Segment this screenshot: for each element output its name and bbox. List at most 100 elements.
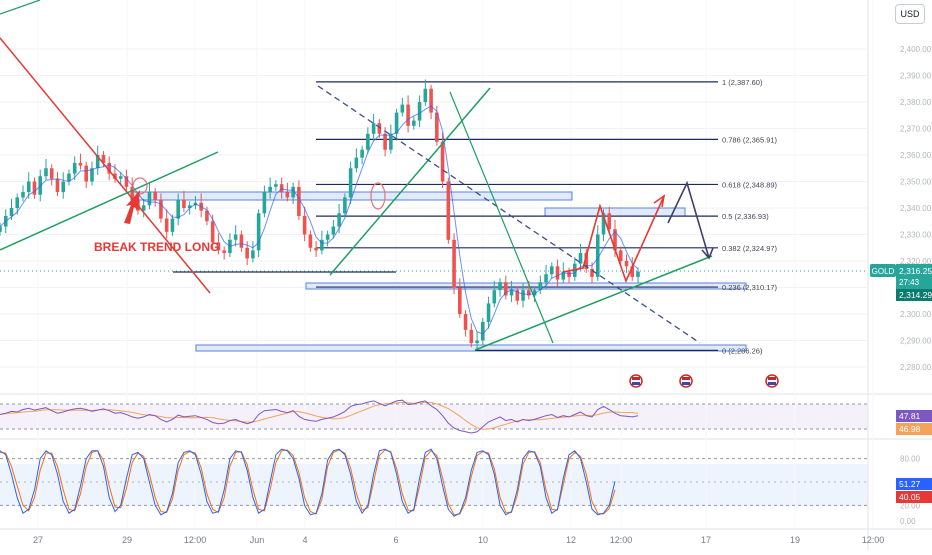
x-tick-label: 27	[33, 535, 43, 545]
support-zone	[544, 207, 686, 217]
us-flag-icon	[632, 382, 640, 385]
candle-body	[366, 133, 370, 150]
rsi-badge	[896, 410, 932, 422]
candle-body	[555, 266, 560, 280]
stoch-k-value: 51.27	[899, 479, 921, 489]
stoch-k-line	[0, 448, 616, 517]
us-flag-icon	[682, 377, 690, 380]
candle-body	[26, 181, 31, 193]
green-trendline	[0, 151, 219, 251]
candle-body	[578, 253, 583, 264]
candle-body	[383, 133, 387, 150]
x-tick-label: 29	[122, 535, 132, 545]
candle-body	[400, 104, 405, 113]
candle-body	[343, 197, 347, 214]
candle-body	[348, 168, 353, 198]
us-flag-icon	[768, 377, 776, 380]
candle-body	[107, 162, 112, 174]
y-tick-label: 2,330.00	[900, 231, 932, 240]
candle-body	[498, 282, 502, 291]
candle-body	[440, 141, 445, 182]
x-tick-label: 12	[566, 535, 576, 545]
fib-level-label: 1 (2,387.60)	[722, 78, 763, 87]
candle-body	[567, 271, 571, 277]
candle-body	[504, 282, 508, 296]
candle-body	[636, 271, 640, 277]
currency-button[interactable]: USD	[895, 4, 925, 24]
candle-body	[429, 88, 433, 113]
stoch-tick-label: 20.00	[900, 501, 921, 510]
fib-level-label: 0.786 (2,365.91)	[722, 135, 778, 144]
candle-body	[32, 181, 37, 195]
moving-average-line	[0, 105, 639, 335]
candle-body	[607, 213, 612, 230]
candle-body	[268, 186, 272, 193]
green-trendline	[329, 87, 491, 276]
indicators	[0, 399, 868, 517]
green-trendline	[0, 0, 41, 15]
candle-body	[164, 218, 169, 232]
candle-body	[526, 290, 531, 296]
rsi-ma-value: 46.98	[899, 424, 921, 434]
candle-body	[308, 234, 313, 248]
drawings	[0, 0, 779, 388]
candle-body	[159, 200, 163, 219]
candle-body	[182, 200, 186, 208]
break-trend-annotation: BREAK TREND LONG	[94, 240, 219, 254]
candle-body	[435, 112, 439, 142]
y-tick-label: 2,380.00	[900, 98, 932, 107]
candle-body	[274, 184, 278, 187]
y-tick-label: 2,360.00	[900, 151, 932, 160]
prev-price-value: 2,314.29	[899, 290, 932, 300]
price-badge	[896, 264, 932, 289]
break-arrow	[124, 190, 140, 224]
red-trendline	[0, 37, 211, 294]
highlight-ellipse	[370, 182, 386, 210]
candle-body	[314, 247, 318, 251]
x-tick-label: 19	[790, 535, 800, 545]
candle-body	[458, 287, 462, 314]
x-tick-label: Jun	[250, 535, 265, 545]
candle-body	[584, 253, 589, 269]
candle-body	[130, 186, 134, 201]
candle-body	[233, 234, 238, 240]
stoch-d-badge	[896, 491, 932, 503]
candle-body	[21, 192, 25, 198]
us-flag-icon	[629, 374, 643, 388]
candle-body	[544, 274, 548, 283]
candle-body	[486, 303, 491, 322]
candle-body	[509, 290, 514, 296]
candle-body	[371, 123, 376, 134]
candle-body	[90, 168, 94, 182]
us-flag-icon	[765, 374, 779, 388]
dashed-trendline	[317, 85, 701, 344]
candle-body	[377, 123, 382, 134]
candle-body	[354, 157, 359, 169]
candle-body	[521, 290, 525, 301]
us-flag-icon	[682, 382, 690, 385]
rsi-line	[0, 399, 639, 434]
stoch-tick-label: 0.00	[900, 517, 916, 526]
candle-body	[469, 329, 474, 344]
stoch-d-value: 40.05	[899, 492, 921, 502]
us-flag-icon	[768, 382, 776, 385]
price-value: 2,316.25	[899, 266, 932, 276]
stoch-tick-label: 80.00	[900, 455, 921, 464]
green-trendline	[474, 255, 713, 351]
candle-body	[9, 208, 14, 216]
candle-body	[302, 215, 307, 235]
candle-body	[245, 247, 249, 259]
candle-body	[337, 213, 341, 227]
candle-body	[515, 290, 520, 301]
candle-body	[222, 250, 226, 254]
rsi-ma-badge	[896, 423, 932, 435]
candle-body	[113, 173, 117, 179]
projection-path	[667, 180, 710, 259]
countdown-value: 27:43	[899, 278, 920, 287]
candle-body	[187, 205, 192, 208]
candle-body	[78, 162, 83, 166]
candle-body	[463, 314, 468, 330]
candle-body	[72, 162, 77, 174]
